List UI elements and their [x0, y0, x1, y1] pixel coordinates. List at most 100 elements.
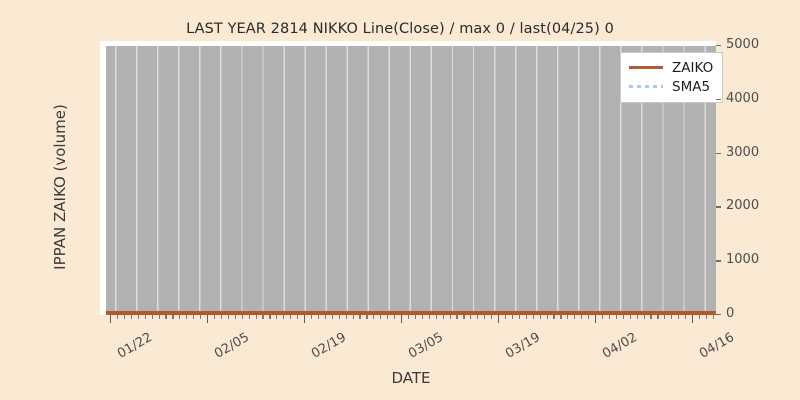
- x-tick-minor: [705, 315, 708, 319]
- y-tick-label: 4000: [726, 90, 760, 106]
- x-tick-minor: [297, 315, 299, 319]
- x-tick-minor: [144, 315, 146, 319]
- y-tick-label: 1000: [726, 252, 760, 268]
- y-tick-mark: [716, 152, 721, 154]
- x-tick-label-0: 01/22: [115, 330, 155, 362]
- x-tick-major: [595, 315, 597, 323]
- x-tick-minor: [394, 315, 396, 319]
- y-tick-mark: [716, 314, 721, 316]
- y-tick-mark: [716, 260, 721, 262]
- x-tick-minor: [331, 315, 333, 319]
- series-line-zaiko: [106, 311, 716, 315]
- x-tick-minor: [373, 315, 375, 319]
- x-tick-minor: [650, 315, 652, 319]
- x-tick-minor: [601, 315, 604, 319]
- x-tick-minor: [532, 315, 534, 319]
- x-tick-minor: [421, 315, 423, 319]
- chart-legend[interactable]: ZAIKO SMA5: [620, 52, 724, 103]
- x-tick-minor: [615, 315, 617, 319]
- x-tick-major: [304, 315, 306, 323]
- x-tick-major: [498, 315, 500, 323]
- legend-label-zaiko: ZAIKO: [672, 59, 714, 76]
- x-tick-minor: [560, 315, 562, 319]
- x-tick-minor: [643, 315, 645, 319]
- x-tick-minor: [387, 315, 389, 319]
- legend-entry-sma5[interactable]: SMA5: [629, 77, 713, 96]
- x-tick-minor: [553, 315, 555, 319]
- x-tick-minor: [407, 315, 410, 319]
- x-tick-minor: [581, 315, 583, 319]
- x-tick-minor: [137, 315, 139, 319]
- x-tick-minor: [698, 315, 701, 319]
- y-tick-label: 5000: [726, 37, 760, 52]
- x-tick-label-3: 03/05: [406, 330, 446, 362]
- x-tick-minor: [151, 315, 153, 319]
- x-tick-minor: [477, 315, 479, 319]
- legend-entry-zaiko[interactable]: ZAIKO: [629, 58, 713, 77]
- x-tick-minor: [248, 315, 250, 319]
- x-tick-minor: [608, 315, 611, 319]
- x-tick-minor: [366, 315, 368, 319]
- y-tick-mark: [716, 98, 721, 101]
- x-tick-label-4: 03/19: [503, 330, 543, 362]
- x-tick-minor: [158, 315, 160, 319]
- x-tick-minor: [678, 315, 680, 319]
- x-tick-minor: [241, 315, 243, 319]
- x-tick-minor: [504, 315, 507, 319]
- x-tick-minor: [414, 315, 417, 319]
- legend-swatch-sma5-icon: [629, 81, 663, 93]
- x-tick-minor: [449, 315, 451, 319]
- y-tick-label: 0: [726, 306, 735, 321]
- x-tick-minor: [310, 315, 313, 319]
- x-tick-minor: [380, 315, 382, 319]
- x-tick-minor: [262, 315, 264, 319]
- x-tick-minor: [428, 315, 430, 319]
- x-tick-minor: [484, 315, 486, 319]
- x-tick-minor: [179, 315, 181, 319]
- x-tick-minor: [518, 315, 520, 319]
- x-tick-minor: [567, 315, 569, 319]
- x-tick-minor: [456, 315, 458, 319]
- y-tick-mark: [716, 45, 721, 47]
- x-tick-minor: [338, 315, 340, 319]
- x-tick-minor: [130, 315, 132, 319]
- x-tick-minor: [664, 315, 666, 319]
- x-tick-minor: [186, 315, 188, 319]
- x-tick-minor: [116, 315, 119, 319]
- y-axis-title: IPPAN ZAIKO (volume): [51, 104, 69, 270]
- x-tick-label-5: 04/02: [600, 330, 640, 362]
- x-tick-minor: [588, 315, 590, 319]
- x-tick-label-2: 02/19: [309, 330, 349, 362]
- y-tick-label: 3000: [726, 144, 760, 160]
- x-tick-minor: [290, 315, 292, 319]
- x-tick-minor: [283, 315, 285, 319]
- x-tick-major: [110, 315, 112, 323]
- x-tick-minor: [172, 315, 174, 319]
- x-tick-minor: [255, 315, 257, 319]
- x-tick-minor: [213, 315, 216, 319]
- x-tick-minor: [227, 315, 229, 319]
- y-tick-mark: [716, 206, 721, 208]
- x-tick-minor: [685, 315, 687, 319]
- x-tick-minor: [712, 315, 714, 319]
- x-tick-minor: [671, 315, 673, 319]
- x-tick-minor: [470, 315, 472, 319]
- x-tick-minor: [463, 315, 465, 319]
- x-tick-minor: [123, 315, 126, 319]
- x-tick-major: [207, 315, 209, 323]
- x-tick-minor: [165, 315, 167, 319]
- x-tick-minor: [317, 315, 320, 319]
- x-tick-minor: [193, 315, 195, 319]
- x-tick-minor: [622, 315, 624, 319]
- x-tick-minor: [546, 315, 548, 319]
- x-tick-label-6: 04/16: [697, 330, 737, 362]
- x-tick-minor: [435, 315, 437, 319]
- x-axis-ticks: [106, 315, 716, 325]
- x-tick-minor: [657, 315, 659, 319]
- x-tick-minor: [539, 315, 541, 319]
- plot-area: [106, 46, 716, 315]
- x-tick-minor: [525, 315, 527, 319]
- vertical-gridlines: [106, 46, 716, 315]
- x-tick-minor: [324, 315, 326, 319]
